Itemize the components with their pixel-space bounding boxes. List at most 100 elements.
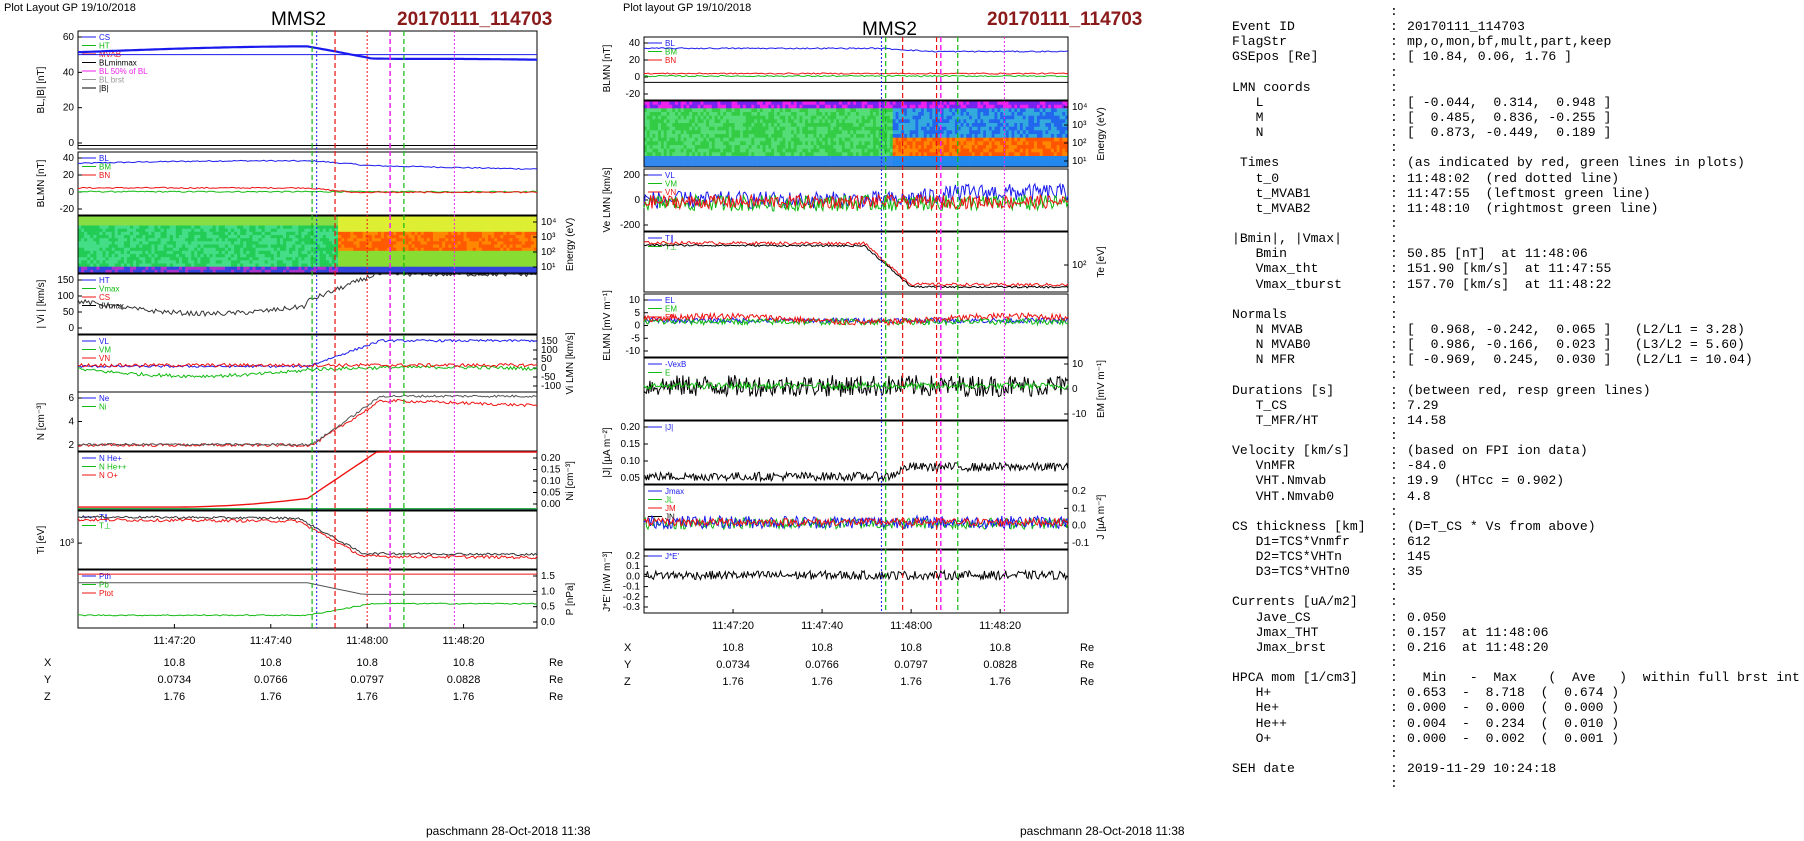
spectrogram-cell [754, 112, 758, 117]
spectrogram-cell [127, 235, 131, 239]
spectrogram-cell [426, 260, 431, 264]
spectrogram-cell [858, 134, 862, 139]
spectrogram-cell [506, 219, 510, 223]
spectrogram-cell [841, 112, 846, 117]
spectrogram-cell [191, 266, 195, 271]
spectrogram-cell [169, 254, 174, 258]
spectrogram-cell [142, 241, 146, 245]
spectrogram-cell [175, 219, 180, 223]
spectrogram-cell [810, 130, 814, 135]
spectrogram-cell [921, 115, 925, 120]
spectrogram-cell [655, 156, 659, 161]
spectrogram-cell [362, 247, 367, 252]
spectrogram-cell [652, 141, 656, 146]
spectrogram-cell [938, 159, 942, 164]
spectrogram-cell [742, 126, 747, 131]
spectrogram-cell [799, 145, 803, 150]
spectrogram-cell [737, 145, 741, 150]
spectrogram-cell [353, 260, 357, 264]
spectrogram-cell [830, 159, 834, 164]
spectrogram-cell [836, 101, 840, 106]
spectrogram-cell [283, 260, 287, 264]
spectrogram-cell [677, 145, 682, 150]
spectrogram-cell [909, 104, 913, 109]
spectrogram-cell [347, 219, 351, 223]
spectrogram-cell [488, 254, 492, 258]
spectrogram-cell [276, 222, 281, 226]
spectrogram-cell [921, 130, 925, 135]
spectrogram-cell [163, 266, 168, 271]
spectrogram-cell [731, 159, 735, 164]
spectrogram-cell [148, 228, 152, 233]
spectrogram-cell [359, 269, 363, 274]
spectrogram-cell [926, 101, 930, 106]
spectrogram-cell [776, 152, 781, 157]
spectrogram-cell [754, 141, 758, 146]
spectrogram-cell [188, 250, 192, 255]
spectrogram-cell [527, 231, 532, 236]
spectrogram-cell [661, 101, 665, 106]
spectrogram-cell [669, 119, 673, 124]
spectrogram-cell [117, 219, 122, 223]
spectrogram-cell [463, 225, 468, 230]
spectrogram-cell [853, 159, 857, 164]
spectrogram-cell [932, 104, 936, 109]
ephemeris-value: 0.0828 [447, 674, 481, 686]
spectrogram-cell [762, 130, 766, 135]
spectrogram-cell [472, 222, 477, 226]
spectrogram-cell [436, 238, 440, 242]
spectrogram-cell [179, 266, 183, 271]
spectrogram-cell [169, 250, 174, 255]
spectrogram-cell [754, 163, 758, 168]
spectrogram-cell [875, 115, 879, 120]
spectrogram-cell [757, 152, 761, 157]
spectrogram-cell [390, 244, 394, 249]
spectrogram-cell [740, 141, 744, 146]
spectrogram-cell [728, 108, 732, 113]
spectrogram-cell [460, 269, 464, 274]
spectrogram-cell [717, 134, 721, 139]
right-event-title: 20170111_114703 [987, 9, 1143, 30]
spectrogram-cell [368, 244, 373, 249]
spectrogram-cell [926, 112, 930, 117]
spectrogram-cell [78, 228, 82, 233]
spectrogram-cell [714, 141, 718, 146]
spectrogram-cell [466, 257, 471, 261]
legend-entry: BN [99, 171, 110, 180]
spectrogram-cell [711, 126, 715, 131]
spectrogram-cell [644, 119, 648, 124]
spectrogram-cell [793, 119, 797, 124]
ephemeris-unit: Re [549, 657, 563, 669]
spectrogram-cell [377, 250, 382, 255]
spectrogram-cell [675, 126, 679, 131]
spectrogram-cell [313, 235, 318, 239]
spectrogram-cell [527, 247, 532, 252]
spectrogram-cell [521, 231, 526, 236]
spectrogram-cell [191, 228, 195, 233]
spectrogram-cell [728, 115, 732, 120]
spectrogram-cell [283, 263, 287, 268]
spectrogram-cell [819, 115, 823, 120]
spectrogram-cell [669, 104, 673, 109]
spectrogram-cell [805, 108, 809, 113]
spectrogram-cell [127, 219, 131, 223]
spectrogram-cell [273, 254, 278, 258]
spectrogram-cell [417, 260, 422, 264]
spectrogram-cell [935, 112, 939, 117]
spectrogram-cell [774, 119, 778, 124]
spectrogram-cell [298, 266, 302, 271]
spectrogram-cell [748, 141, 752, 146]
spectrogram-cell [494, 244, 498, 249]
spectrogram-cell [754, 137, 758, 142]
spectrogram-cell [197, 263, 201, 268]
spectrogram-cell [762, 119, 766, 124]
spectrogram-cell [929, 119, 933, 124]
spectrogram-cell [827, 130, 831, 135]
spectrogram-cell [145, 216, 149, 220]
spectrogram-cell [847, 148, 851, 153]
spectrogram-cell [720, 141, 724, 146]
spectrogram-cell [858, 119, 862, 124]
spectrogram-cell [714, 130, 718, 135]
spectrogram-cell [442, 269, 446, 274]
spectrogram-cell [895, 152, 899, 157]
